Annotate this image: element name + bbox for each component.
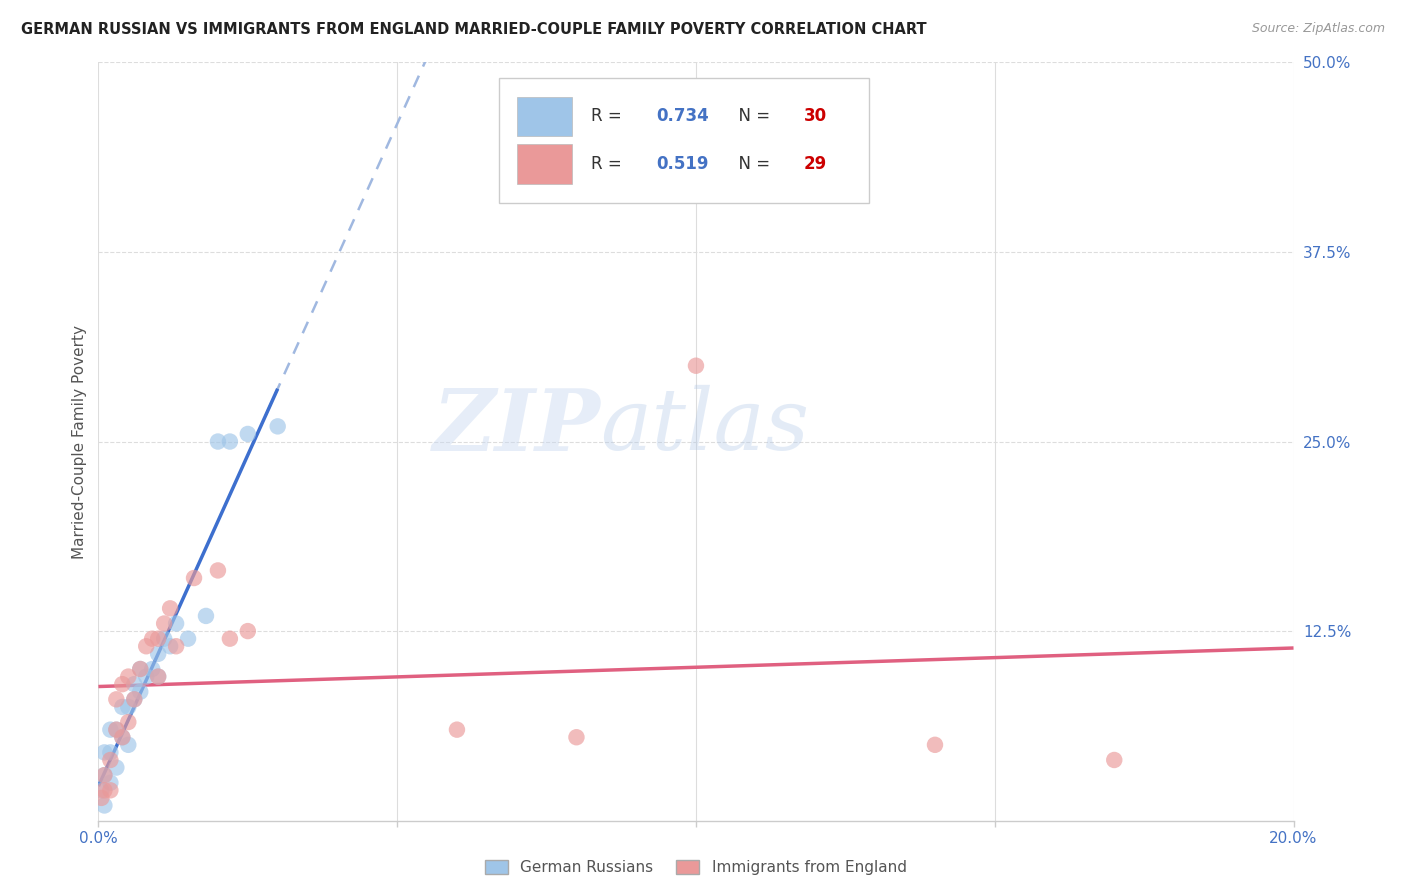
- Point: [565, 730, 588, 744]
- Point: [124, 677, 146, 691]
- Point: [93, 768, 115, 782]
- Point: [148, 669, 170, 683]
- Point: [90, 791, 112, 805]
- FancyBboxPatch shape: [499, 78, 869, 202]
- FancyBboxPatch shape: [517, 145, 572, 184]
- Point: [93, 768, 115, 782]
- Point: [129, 662, 152, 676]
- Point: [117, 669, 139, 683]
- Point: [148, 647, 170, 661]
- Point: [165, 639, 187, 653]
- Point: [98, 746, 122, 760]
- Point: [117, 715, 139, 730]
- Point: [159, 639, 181, 653]
- Point: [98, 783, 122, 797]
- Point: [207, 564, 229, 578]
- Point: [236, 427, 259, 442]
- Point: [135, 669, 157, 683]
- Point: [98, 776, 122, 790]
- Point: [105, 692, 128, 706]
- Point: [111, 677, 134, 691]
- Point: [141, 632, 163, 646]
- Point: [219, 434, 242, 449]
- Point: [93, 746, 115, 760]
- Text: 0.519: 0.519: [657, 155, 709, 173]
- Point: [446, 723, 468, 737]
- Point: [105, 723, 128, 737]
- Point: [685, 359, 707, 373]
- Point: [105, 723, 128, 737]
- Text: GERMAN RUSSIAN VS IMMIGRANTS FROM ENGLAND MARRIED-COUPLE FAMILY POVERTY CORRELAT: GERMAN RUSSIAN VS IMMIGRANTS FROM ENGLAN…: [21, 22, 927, 37]
- Point: [111, 699, 134, 714]
- Text: 30: 30: [804, 107, 827, 125]
- Text: N =: N =: [728, 155, 776, 173]
- Text: R =: R =: [591, 107, 627, 125]
- Point: [93, 783, 115, 797]
- Point: [93, 798, 115, 813]
- Point: [129, 685, 152, 699]
- Point: [1104, 753, 1126, 767]
- Point: [129, 662, 152, 676]
- Point: [105, 760, 128, 774]
- Point: [124, 692, 146, 706]
- Point: [124, 692, 146, 706]
- Point: [153, 632, 176, 646]
- Point: [924, 738, 946, 752]
- Text: 0.734: 0.734: [657, 107, 709, 125]
- Point: [195, 608, 218, 623]
- Point: [111, 730, 134, 744]
- Point: [148, 669, 170, 683]
- Text: ZIP: ZIP: [433, 384, 600, 468]
- FancyBboxPatch shape: [517, 96, 572, 136]
- Y-axis label: Married-Couple Family Poverty: Married-Couple Family Poverty: [72, 325, 87, 558]
- Text: R =: R =: [591, 155, 627, 173]
- Point: [267, 419, 290, 434]
- Point: [135, 639, 157, 653]
- Point: [183, 571, 205, 585]
- Legend: German Russians, Immigrants from England: German Russians, Immigrants from England: [479, 854, 912, 881]
- Point: [236, 624, 259, 639]
- Point: [90, 783, 112, 797]
- Point: [98, 723, 122, 737]
- Point: [117, 699, 139, 714]
- Point: [159, 601, 181, 615]
- Point: [141, 662, 163, 676]
- Text: atlas: atlas: [600, 385, 810, 467]
- Point: [177, 632, 200, 646]
- Text: 29: 29: [804, 155, 827, 173]
- Point: [165, 616, 187, 631]
- Point: [153, 616, 176, 631]
- Point: [219, 632, 242, 646]
- Point: [111, 730, 134, 744]
- Point: [207, 434, 229, 449]
- Point: [148, 632, 170, 646]
- Point: [117, 738, 139, 752]
- Point: [98, 753, 122, 767]
- Text: Source: ZipAtlas.com: Source: ZipAtlas.com: [1251, 22, 1385, 36]
- Text: N =: N =: [728, 107, 776, 125]
